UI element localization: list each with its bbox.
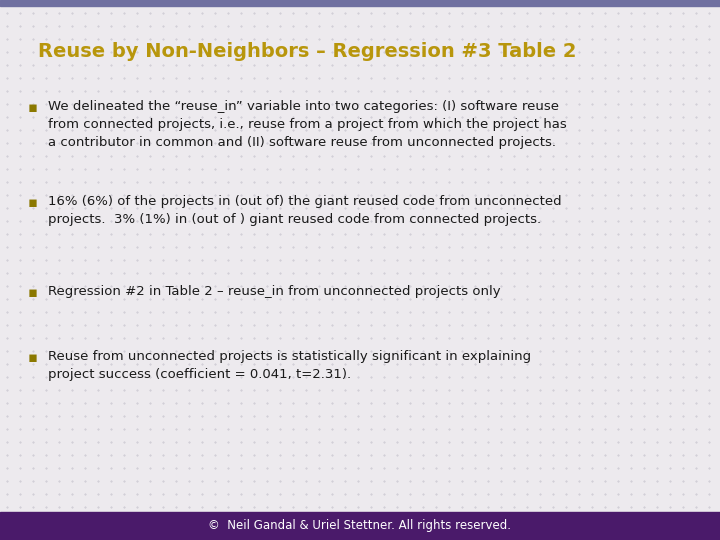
Text: ▪: ▪ bbox=[28, 195, 38, 210]
Text: Regression #2 in Table 2 – reuse_in from unconnected projects only: Regression #2 in Table 2 – reuse_in from… bbox=[48, 285, 500, 298]
Text: ▪: ▪ bbox=[28, 350, 38, 365]
Text: ▪: ▪ bbox=[28, 285, 38, 300]
Text: Reuse from unconnected projects is statistically significant in explaining
proje: Reuse from unconnected projects is stati… bbox=[48, 350, 531, 381]
Text: Reuse by Non-Neighbors – Regression #3 Table 2: Reuse by Non-Neighbors – Regression #3 T… bbox=[38, 42, 577, 61]
Bar bbox=[0, 512, 720, 540]
Text: ©  Neil Gandal & Uriel Stettner. All rights reserved.: © Neil Gandal & Uriel Stettner. All righ… bbox=[209, 519, 511, 532]
Text: We delineated the “reuse_in” variable into two categories: (I) software reuse
fr: We delineated the “reuse_in” variable in… bbox=[48, 100, 567, 149]
Text: ▪: ▪ bbox=[28, 100, 38, 115]
Bar bbox=[0, 0, 720, 6]
Text: 16% (6%) of the projects in (out of) the giant reused code from unconnected
proj: 16% (6%) of the projects in (out of) the… bbox=[48, 195, 562, 226]
